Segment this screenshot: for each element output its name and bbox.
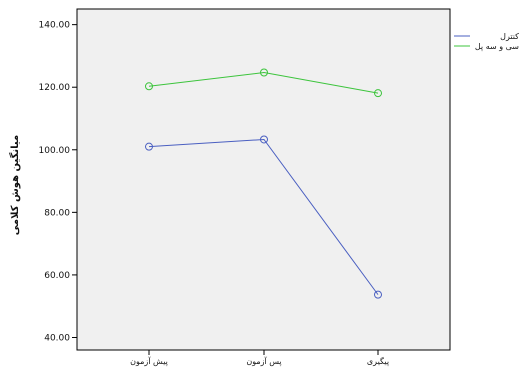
y-tick-label: 100.00: [39, 146, 71, 156]
data-point: [374, 89, 382, 98]
data-point: [260, 68, 268, 77]
x-tick-label: پیگیری: [367, 356, 389, 366]
plot-area: [76, 8, 451, 351]
data-point: [145, 82, 153, 91]
y-tick-label: 40.00: [44, 333, 70, 343]
x-tick-label: پیش آزمون: [130, 356, 168, 366]
y-tick-label: 140.00: [39, 21, 71, 31]
y-tick-label: 120.00: [39, 83, 71, 93]
data-point: [374, 290, 382, 299]
y-axis: 40.00 60.00 80.00 100.00 120.00 140.00: [39, 21, 77, 343]
series-line-1: [148, 72, 379, 94]
data-point: [260, 135, 268, 144]
x-axis: پیش آزمون پس آزمون پیگیری: [130, 350, 389, 366]
legend-label: کنترل: [500, 32, 519, 41]
y-tick-label: 80.00: [44, 208, 70, 218]
legend-label: سی و سه پل: [475, 42, 519, 51]
data-point: [145, 142, 153, 151]
x-tick-label: پس آزمون: [246, 356, 281, 366]
y-tick-label: 60.00: [44, 271, 70, 281]
series-line-0: [148, 138, 379, 295]
series-layer: [145, 68, 382, 299]
y-axis-title: میانگین هوش کلامی: [8, 135, 21, 235]
